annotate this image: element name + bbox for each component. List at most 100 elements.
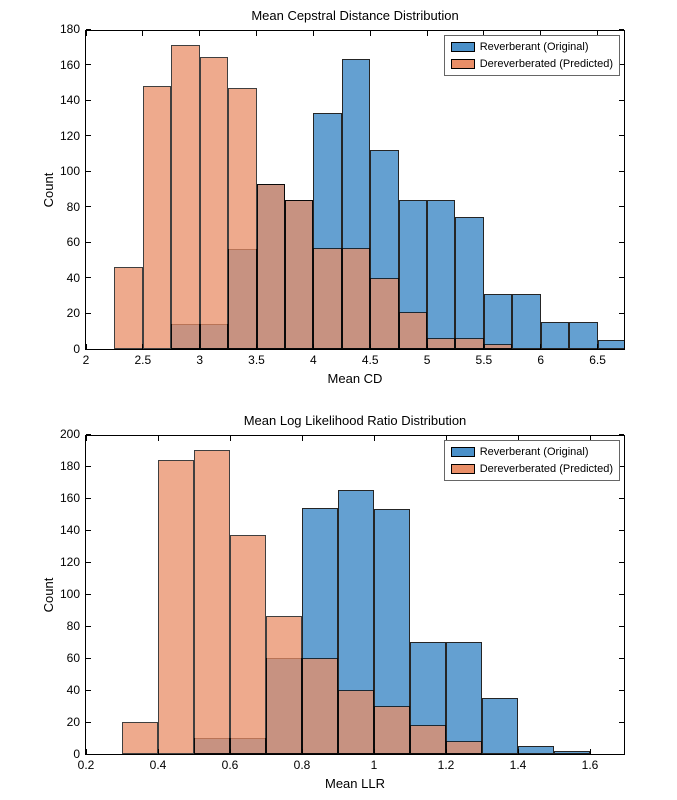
xtick-label: 0.4 bbox=[150, 758, 167, 772]
ytick bbox=[86, 135, 91, 136]
ytick-label: 160 bbox=[60, 58, 80, 72]
xtick bbox=[427, 31, 428, 36]
ytick-label: 180 bbox=[60, 459, 80, 473]
xtick-label: 1 bbox=[371, 758, 378, 772]
xtick bbox=[86, 436, 87, 441]
histogram-bar bbox=[122, 722, 158, 754]
xtick bbox=[142, 31, 143, 36]
legend-swatch-icon bbox=[451, 464, 475, 474]
xtick-label: 3.5 bbox=[248, 353, 265, 367]
ytick bbox=[86, 29, 91, 30]
histogram-bar bbox=[257, 184, 285, 349]
bottom-chart-title: Mean Log Likelihood Ratio Distribution bbox=[85, 413, 625, 428]
ytick bbox=[619, 690, 624, 691]
histogram-bar bbox=[482, 698, 518, 754]
xtick bbox=[446, 749, 447, 754]
bottom-chart: Mean Log Likelihood Ratio Distribution 0… bbox=[85, 435, 625, 755]
xtick bbox=[158, 749, 159, 754]
histogram-bar bbox=[158, 460, 194, 754]
xtick-label: 2.5 bbox=[134, 353, 151, 367]
histogram-bar bbox=[455, 217, 483, 349]
ytick bbox=[619, 277, 624, 278]
bottom-legend: Reverberant (Original) Dereverberated (P… bbox=[444, 440, 620, 481]
ytick bbox=[86, 498, 91, 499]
xtick bbox=[230, 749, 231, 754]
legend-label: Dereverberated (Predicted) bbox=[480, 461, 613, 478]
ytick-label: 60 bbox=[67, 235, 80, 249]
histogram-bar bbox=[266, 616, 302, 754]
ytick-label: 20 bbox=[67, 306, 80, 320]
ytick bbox=[619, 754, 624, 755]
histogram-bar bbox=[342, 248, 370, 349]
ytick bbox=[86, 206, 91, 207]
xtick bbox=[370, 344, 371, 349]
ytick bbox=[86, 690, 91, 691]
xtick bbox=[302, 436, 303, 441]
xtick bbox=[483, 344, 484, 349]
top-ylabel: Count bbox=[41, 173, 56, 208]
ytick-label: 40 bbox=[67, 683, 80, 697]
histogram-bar bbox=[427, 200, 455, 349]
ytick bbox=[86, 466, 91, 467]
legend-row: Dereverberated (Predicted) bbox=[451, 461, 613, 478]
ytick bbox=[619, 562, 624, 563]
xtick bbox=[158, 436, 159, 441]
top-chart: Mean Cepstral Distance Distribution 0204… bbox=[85, 30, 625, 350]
ytick bbox=[619, 206, 624, 207]
ytick bbox=[619, 498, 624, 499]
ytick-label: 60 bbox=[67, 651, 80, 665]
histogram-bar bbox=[200, 57, 228, 349]
legend-row: Reverberant (Original) bbox=[451, 39, 613, 56]
xtick-label: 1.4 bbox=[510, 758, 527, 772]
histogram-bar bbox=[114, 267, 142, 349]
xtick-label: 1.6 bbox=[582, 758, 599, 772]
xtick bbox=[370, 31, 371, 36]
ytick bbox=[86, 626, 91, 627]
histogram-bar bbox=[228, 88, 256, 349]
xtick-label: 5.5 bbox=[476, 353, 493, 367]
ytick-label: 120 bbox=[60, 129, 80, 143]
ytick-label: 180 bbox=[60, 22, 80, 36]
histogram-bar bbox=[399, 312, 427, 349]
histogram-bar bbox=[374, 706, 410, 754]
histogram-bar bbox=[370, 278, 398, 349]
histogram-bar bbox=[194, 450, 230, 754]
ytick-label: 160 bbox=[60, 491, 80, 505]
histogram-bar bbox=[484, 294, 512, 349]
ytick bbox=[619, 242, 624, 243]
ytick bbox=[86, 277, 91, 278]
bottom-axes: 0204060801001201401601802000.20.40.60.81… bbox=[85, 435, 625, 755]
xtick-label: 2 bbox=[83, 353, 90, 367]
xtick bbox=[374, 436, 375, 441]
xtick-label: 3 bbox=[196, 353, 203, 367]
top-bars-container bbox=[86, 31, 624, 349]
ytick-label: 80 bbox=[67, 200, 80, 214]
ytick bbox=[619, 594, 624, 595]
top-chart-title: Mean Cepstral Distance Distribution bbox=[85, 8, 625, 23]
legend-row: Reverberant (Original) bbox=[451, 444, 613, 461]
histogram-bar bbox=[518, 746, 554, 754]
legend-label: Dereverberated (Predicted) bbox=[480, 56, 613, 73]
xtick bbox=[313, 31, 314, 36]
ytick bbox=[619, 29, 624, 30]
histogram-bar bbox=[427, 338, 455, 349]
xtick bbox=[230, 436, 231, 441]
ytick-label: 200 bbox=[60, 427, 80, 441]
xtick bbox=[313, 344, 314, 349]
ytick bbox=[619, 530, 624, 531]
xtick-label: 6 bbox=[537, 353, 544, 367]
ytick bbox=[86, 594, 91, 595]
ytick-label: 140 bbox=[60, 523, 80, 537]
ytick bbox=[619, 658, 624, 659]
ytick-label: 40 bbox=[67, 271, 80, 285]
bottom-bars-container bbox=[86, 436, 624, 754]
ytick bbox=[86, 64, 91, 65]
bottom-ylabel: Count bbox=[41, 578, 56, 613]
histogram-bar bbox=[446, 741, 482, 754]
histogram-bar bbox=[302, 658, 338, 754]
ytick bbox=[86, 658, 91, 659]
ytick bbox=[86, 313, 91, 314]
ytick-label: 140 bbox=[60, 93, 80, 107]
xtick-label: 0.2 bbox=[78, 758, 95, 772]
histogram-bar bbox=[338, 690, 374, 754]
